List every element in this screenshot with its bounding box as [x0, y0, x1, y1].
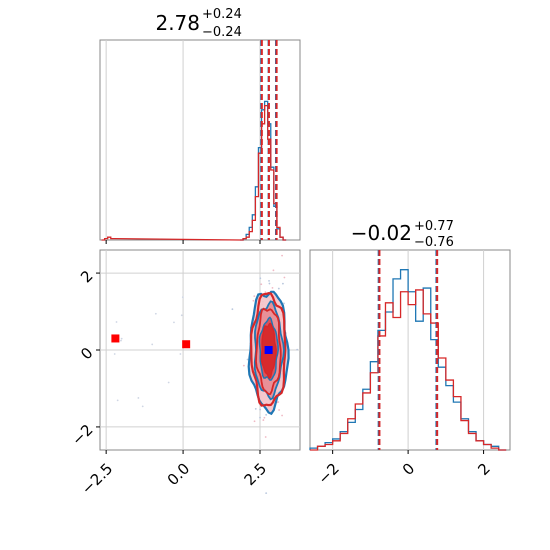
contour-level — [255, 307, 282, 396]
outlier-marker — [182, 340, 191, 349]
sample-point — [115, 321, 118, 323]
x-tick-label: 0.0 — [164, 460, 194, 490]
x-tick-label: 2 — [474, 460, 493, 479]
x-tick-label: −2 — [315, 460, 343, 488]
sample-point — [282, 282, 284, 285]
title-upper-param-2: +0.77 — [414, 219, 454, 234]
sample-point — [277, 287, 280, 290]
sample-point — [278, 409, 280, 411]
truth-marker — [264, 346, 273, 354]
sample-point — [265, 492, 268, 495]
marginal-panel-param-2: −2 0 2 −0.02 +0.77 −0.76 — [309, 219, 511, 488]
sample-point — [296, 348, 299, 351]
sample-point — [281, 254, 283, 257]
sample-point — [272, 269, 275, 272]
title-value-param-1: 2.78 — [155, 11, 200, 35]
sample-point — [264, 436, 267, 438]
sample-point — [254, 407, 257, 410]
title-value-param-2: −0.02 — [351, 221, 412, 245]
sample-point — [265, 413, 268, 416]
sample-point — [181, 296, 184, 299]
title-lower-param-2: −0.76 — [414, 235, 454, 250]
sample-point — [120, 337, 123, 340]
x-tick-label: 0 — [399, 460, 418, 479]
sample-point — [120, 339, 122, 342]
sample-point — [180, 314, 183, 317]
x-tick-label: −2.5 — [78, 460, 116, 498]
sample-point — [259, 408, 262, 411]
sample-point — [283, 302, 285, 305]
sample-point — [262, 419, 265, 421]
sample-point — [253, 420, 256, 423]
sample-point — [260, 283, 263, 286]
sample-point — [271, 286, 274, 289]
sample-point — [154, 312, 157, 315]
sample-point — [137, 397, 140, 399]
sample-point — [259, 277, 262, 280]
title-upper-param-1: +0.24 — [202, 7, 242, 22]
sample-point — [268, 279, 270, 282]
sample-point — [283, 276, 286, 279]
y-tick-label: 2 — [77, 267, 96, 286]
joint-panel: −2.5 0.0 2.5 2 0 −2 — [68, 249, 301, 498]
title-lower-param-1: −0.24 — [202, 25, 242, 40]
sample-point — [263, 416, 266, 419]
y-tick-label: 0 — [77, 344, 96, 363]
sample-point — [116, 399, 119, 402]
sample-point — [253, 295, 256, 298]
histogram-series — [101, 104, 287, 241]
y-tick-label: −2 — [68, 421, 96, 449]
histogram-series — [310, 289, 507, 451]
sample-point — [173, 321, 175, 324]
sample-point — [281, 414, 284, 417]
sample-point — [141, 405, 144, 408]
sample-point — [231, 308, 234, 311]
sample-point — [277, 401, 280, 403]
x-tick-label: 2.5 — [241, 460, 271, 490]
sample-point — [246, 358, 249, 361]
histogram-series — [240, 100, 287, 241]
panel-frame — [309, 249, 511, 451]
sample-point — [151, 343, 154, 346]
sample-point — [179, 353, 182, 355]
sample-point — [113, 353, 116, 355]
sample-point — [252, 299, 255, 302]
sample-point — [167, 381, 170, 384]
marginal-panel-param-1: 2.78 +0.24 −0.24 — [99, 7, 301, 244]
sample-point — [268, 282, 271, 285]
sample-point — [242, 364, 245, 367]
panel-frame — [99, 39, 301, 241]
sample-point — [264, 291, 267, 294]
contour-level — [249, 291, 287, 407]
sample-point — [259, 416, 261, 419]
outlier-marker — [111, 334, 120, 343]
